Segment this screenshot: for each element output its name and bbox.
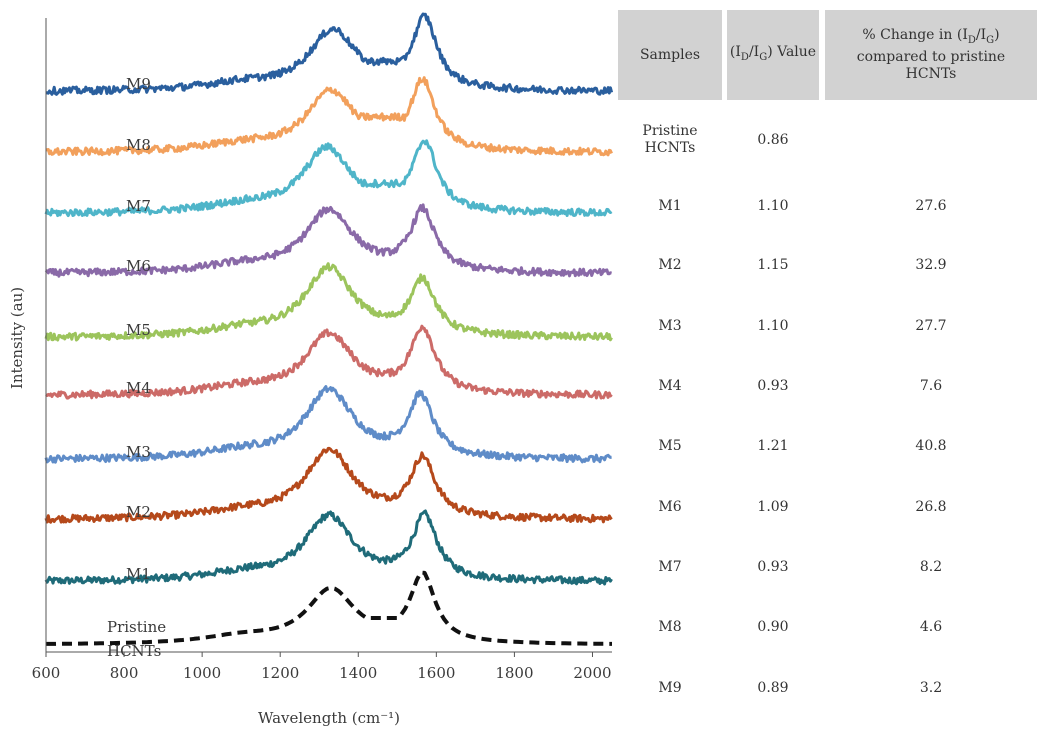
cell-id-ig-value: 1.10: [757, 197, 789, 214]
series-line-m5: [44, 262, 613, 342]
x-tick-label: 1800: [495, 664, 533, 682]
series-line-m8: [45, 76, 613, 157]
series-line-m9: [45, 12, 614, 96]
header-percent-change: % Change in (ID/IG) compared to pristine…: [825, 10, 1037, 100]
cell-id-ig-value: 0.86: [757, 131, 789, 148]
x-tick-label: 1000: [183, 664, 221, 682]
cell-id-ig-value: 1.10: [757, 317, 789, 334]
series-label-layer: Pristine HCNTs M1 M2 M3 M4 M5 M6 M7 M8 M9: [107, 75, 166, 660]
series-label-m2: M2: [126, 503, 151, 521]
cell-id-ig-value: 1.15: [757, 256, 789, 273]
cell-sample: M9: [658, 679, 682, 696]
x-tick-label: 1200: [261, 664, 299, 682]
cell-sample: M2: [658, 256, 682, 273]
series-label-m7: M7: [126, 197, 151, 215]
header-percent-change-label: % Change in (ID/IG) compared to pristine…: [856, 27, 1006, 82]
raman-chart: 600 800 1000 1200 1400 1600 1800 2000 Pristine H…: [8, 12, 614, 727]
series-line-m3: [44, 385, 612, 464]
cell-id-ig-value: 1.21: [757, 437, 789, 454]
cell-sample: M8: [658, 618, 682, 635]
series-label-m5: M5: [126, 321, 151, 339]
cell-sample: M4: [658, 377, 682, 394]
cell-percent-change: 7.6: [919, 377, 943, 394]
cell-id-ig-value: 0.90: [757, 618, 789, 635]
cell-percent-change: 27.6: [915, 197, 947, 214]
series-label-m8: M8: [126, 136, 151, 154]
series-label-m4: M4: [126, 379, 151, 397]
cell-id-ig-value: 0.93: [757, 377, 789, 394]
cell-percent-change: 32.9: [915, 256, 947, 273]
series-line-m2: [44, 446, 613, 524]
cell-percent-change: 26.8: [915, 498, 947, 515]
cell-percent-change: 8.2: [919, 558, 943, 575]
header-samples-label: Samples: [639, 46, 701, 63]
series-label-m3: M3: [126, 443, 151, 461]
y-axis-title: Intensity (au): [8, 287, 26, 389]
series-layer: [44, 12, 614, 646]
x-tick-layer: 600 800 1000 1200 1400 1600 1800 2000: [32, 652, 612, 682]
cell-percent-change: 27.7: [915, 317, 947, 334]
x-tick-label: 800: [110, 664, 139, 682]
series-line-m6: [44, 203, 612, 278]
x-tick-label: 2000: [573, 664, 611, 682]
cell-id-ig-value: 0.93: [757, 558, 789, 575]
cell-id-ig-value: 0.89: [757, 679, 789, 696]
x-tick-label: 1600: [417, 664, 455, 682]
cell-percent-change: 4.6: [919, 618, 943, 635]
cell-percent-change: [825, 117, 1037, 163]
cell-percent-change: 40.8: [915, 437, 947, 454]
cell-sample: Pristine HCNTs: [642, 123, 698, 156]
x-tick-label: 1400: [339, 664, 377, 682]
series-line-m1: [44, 509, 613, 586]
series-label-m1: M1: [126, 565, 151, 583]
cell-sample: M7: [658, 558, 682, 575]
series-line-pristine-hcnts: [46, 570, 612, 646]
cell-sample: M1: [658, 197, 682, 214]
header-id-ig-value: (ID/IG) Value: [727, 10, 819, 100]
cell-sample: M3: [658, 317, 682, 334]
header-id-ig-value-label: (ID/IG) Value: [729, 44, 817, 63]
series-label-pristine-hcnts: Pristine HCNTs: [107, 618, 166, 660]
series-label-m6: M6: [126, 257, 151, 275]
series-line-m7: [44, 139, 613, 218]
cell-percent-change: 3.2: [919, 679, 943, 696]
cell-sample: M5: [658, 437, 682, 454]
cell-id-ig-value: 1.09: [757, 498, 789, 515]
series-label-m9: M9: [126, 75, 151, 93]
cell-sample: M6: [658, 498, 682, 515]
header-samples: Samples: [618, 10, 722, 100]
x-axis-title: Wavelength (cm⁻¹): [258, 709, 400, 727]
x-tick-label: 600: [32, 664, 61, 682]
series-line-m4: [45, 324, 613, 400]
